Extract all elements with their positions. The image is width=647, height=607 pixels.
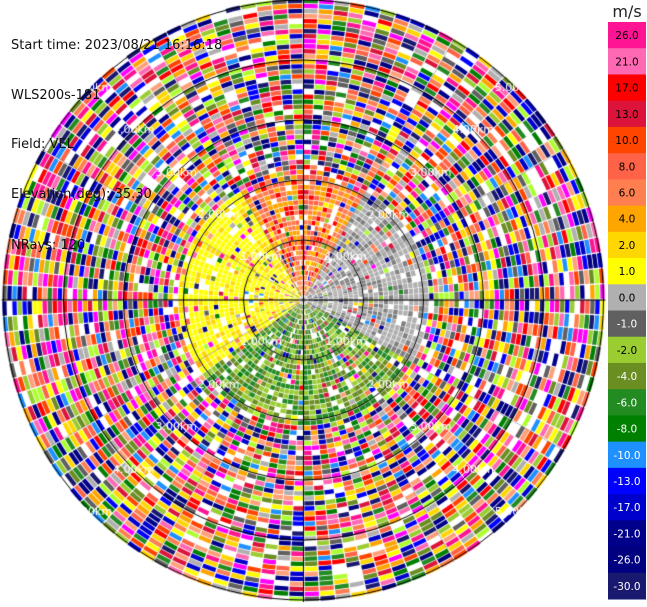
colorbar-swatch: [608, 467, 646, 495]
colorbar-swatch: [608, 572, 646, 600]
colorbar-tick-label: 26.0: [615, 30, 638, 42]
colorbar-tick-label: 0.0: [619, 292, 636, 304]
colorbar-swatch: [608, 389, 646, 416]
colorbar-swatch: [608, 494, 646, 521]
colorbar-swatch: [608, 22, 646, 49]
colorbar-swatch: [608, 415, 646, 443]
scan-info: Start time: 2023/08/21 16:16:18 WLS200s-…: [11, 5, 222, 271]
colorbar-tick-label: 8.0: [619, 161, 636, 173]
colorbar-tick-label: -30.0: [613, 581, 640, 593]
colorbar-tick-label: -21.0: [613, 528, 640, 540]
colorbar-swatch: [608, 153, 646, 180]
colorbar-swatch: [608, 100, 646, 128]
colorbar-tick-label: -1.0: [617, 319, 638, 331]
colorbar-tick-label: 10.0: [615, 135, 638, 147]
colorbar-tick-label: -10.0: [613, 450, 640, 462]
colorbar-tick-label: -17.0: [613, 502, 640, 514]
colorbar-tick-label: 21.0: [615, 56, 638, 68]
colorbar-swatch: [608, 231, 646, 259]
colorbar-tick-label: 4.0: [619, 214, 636, 226]
instrument-label: WLS200s-181: [11, 87, 101, 103]
colorbar-swatch: [608, 336, 646, 364]
field-label: Field: VEL: [11, 137, 74, 152]
colorbar-swatch: [608, 258, 646, 285]
colorbar-swatch: [608, 520, 646, 548]
colorbar-swatch: [608, 179, 646, 207]
colorbar-swatch: [608, 546, 646, 574]
colorbar-swatch: [608, 362, 646, 390]
colorbar-tick-label: 13.0: [615, 109, 638, 121]
colorbar-swatch: [608, 441, 646, 469]
colorbar-swatch: [608, 284, 646, 311]
colorbar-tick-label: 2.0: [619, 240, 636, 252]
colorbar-tick-label: 6.0: [619, 187, 636, 199]
colorbar-swatch: [608, 74, 646, 102]
colorbar-swatch: [608, 205, 646, 233]
colorbar-tick-label: -8.0: [617, 424, 638, 436]
nrays-label: NRays: 120: [11, 237, 86, 253]
start-time-label: Start time: 2023/08/21 16:16:18: [11, 38, 223, 53]
colorbar-tick-label: -4.0: [617, 371, 638, 383]
colorbar-tick-label: 1.0: [619, 266, 636, 278]
colorbar-tick-label: -13.0: [613, 476, 640, 488]
colorbar-tick-label: -6.0: [617, 397, 638, 409]
ppi-radar-plot: [0, 0, 607, 607]
colorbar-tick-label: -2.0: [617, 345, 638, 357]
elevation-label: Elevation(deg): 35.30: [11, 186, 152, 202]
colorbar-tick-label: -26.0: [613, 555, 640, 567]
colorbar-tick-label: 17.0: [615, 83, 638, 95]
colorbar-swatch: [608, 48, 646, 75]
colorbar-swatch: [608, 310, 646, 338]
velocity-colorbar: m/s 26.0 21.0 17.0 13.0 10.0 8.0 6.0 4.0 2.0 1.0 0.…: [608, 2, 646, 600]
colorbar-swatch: [608, 126, 646, 154]
colorbar-unit-label: m/s: [612, 2, 641, 21]
